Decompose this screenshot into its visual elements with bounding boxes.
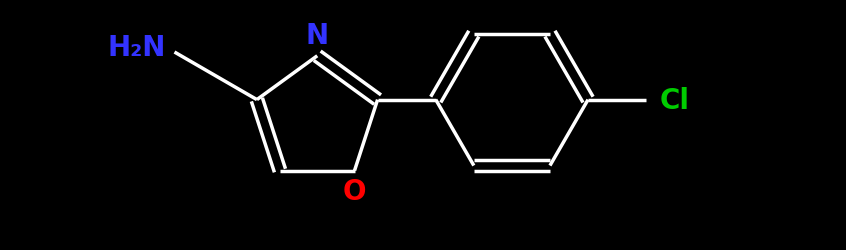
Text: H₂N: H₂N (107, 34, 166, 62)
Text: O: O (343, 177, 366, 205)
Text: Cl: Cl (660, 86, 690, 114)
Text: N: N (305, 22, 329, 50)
